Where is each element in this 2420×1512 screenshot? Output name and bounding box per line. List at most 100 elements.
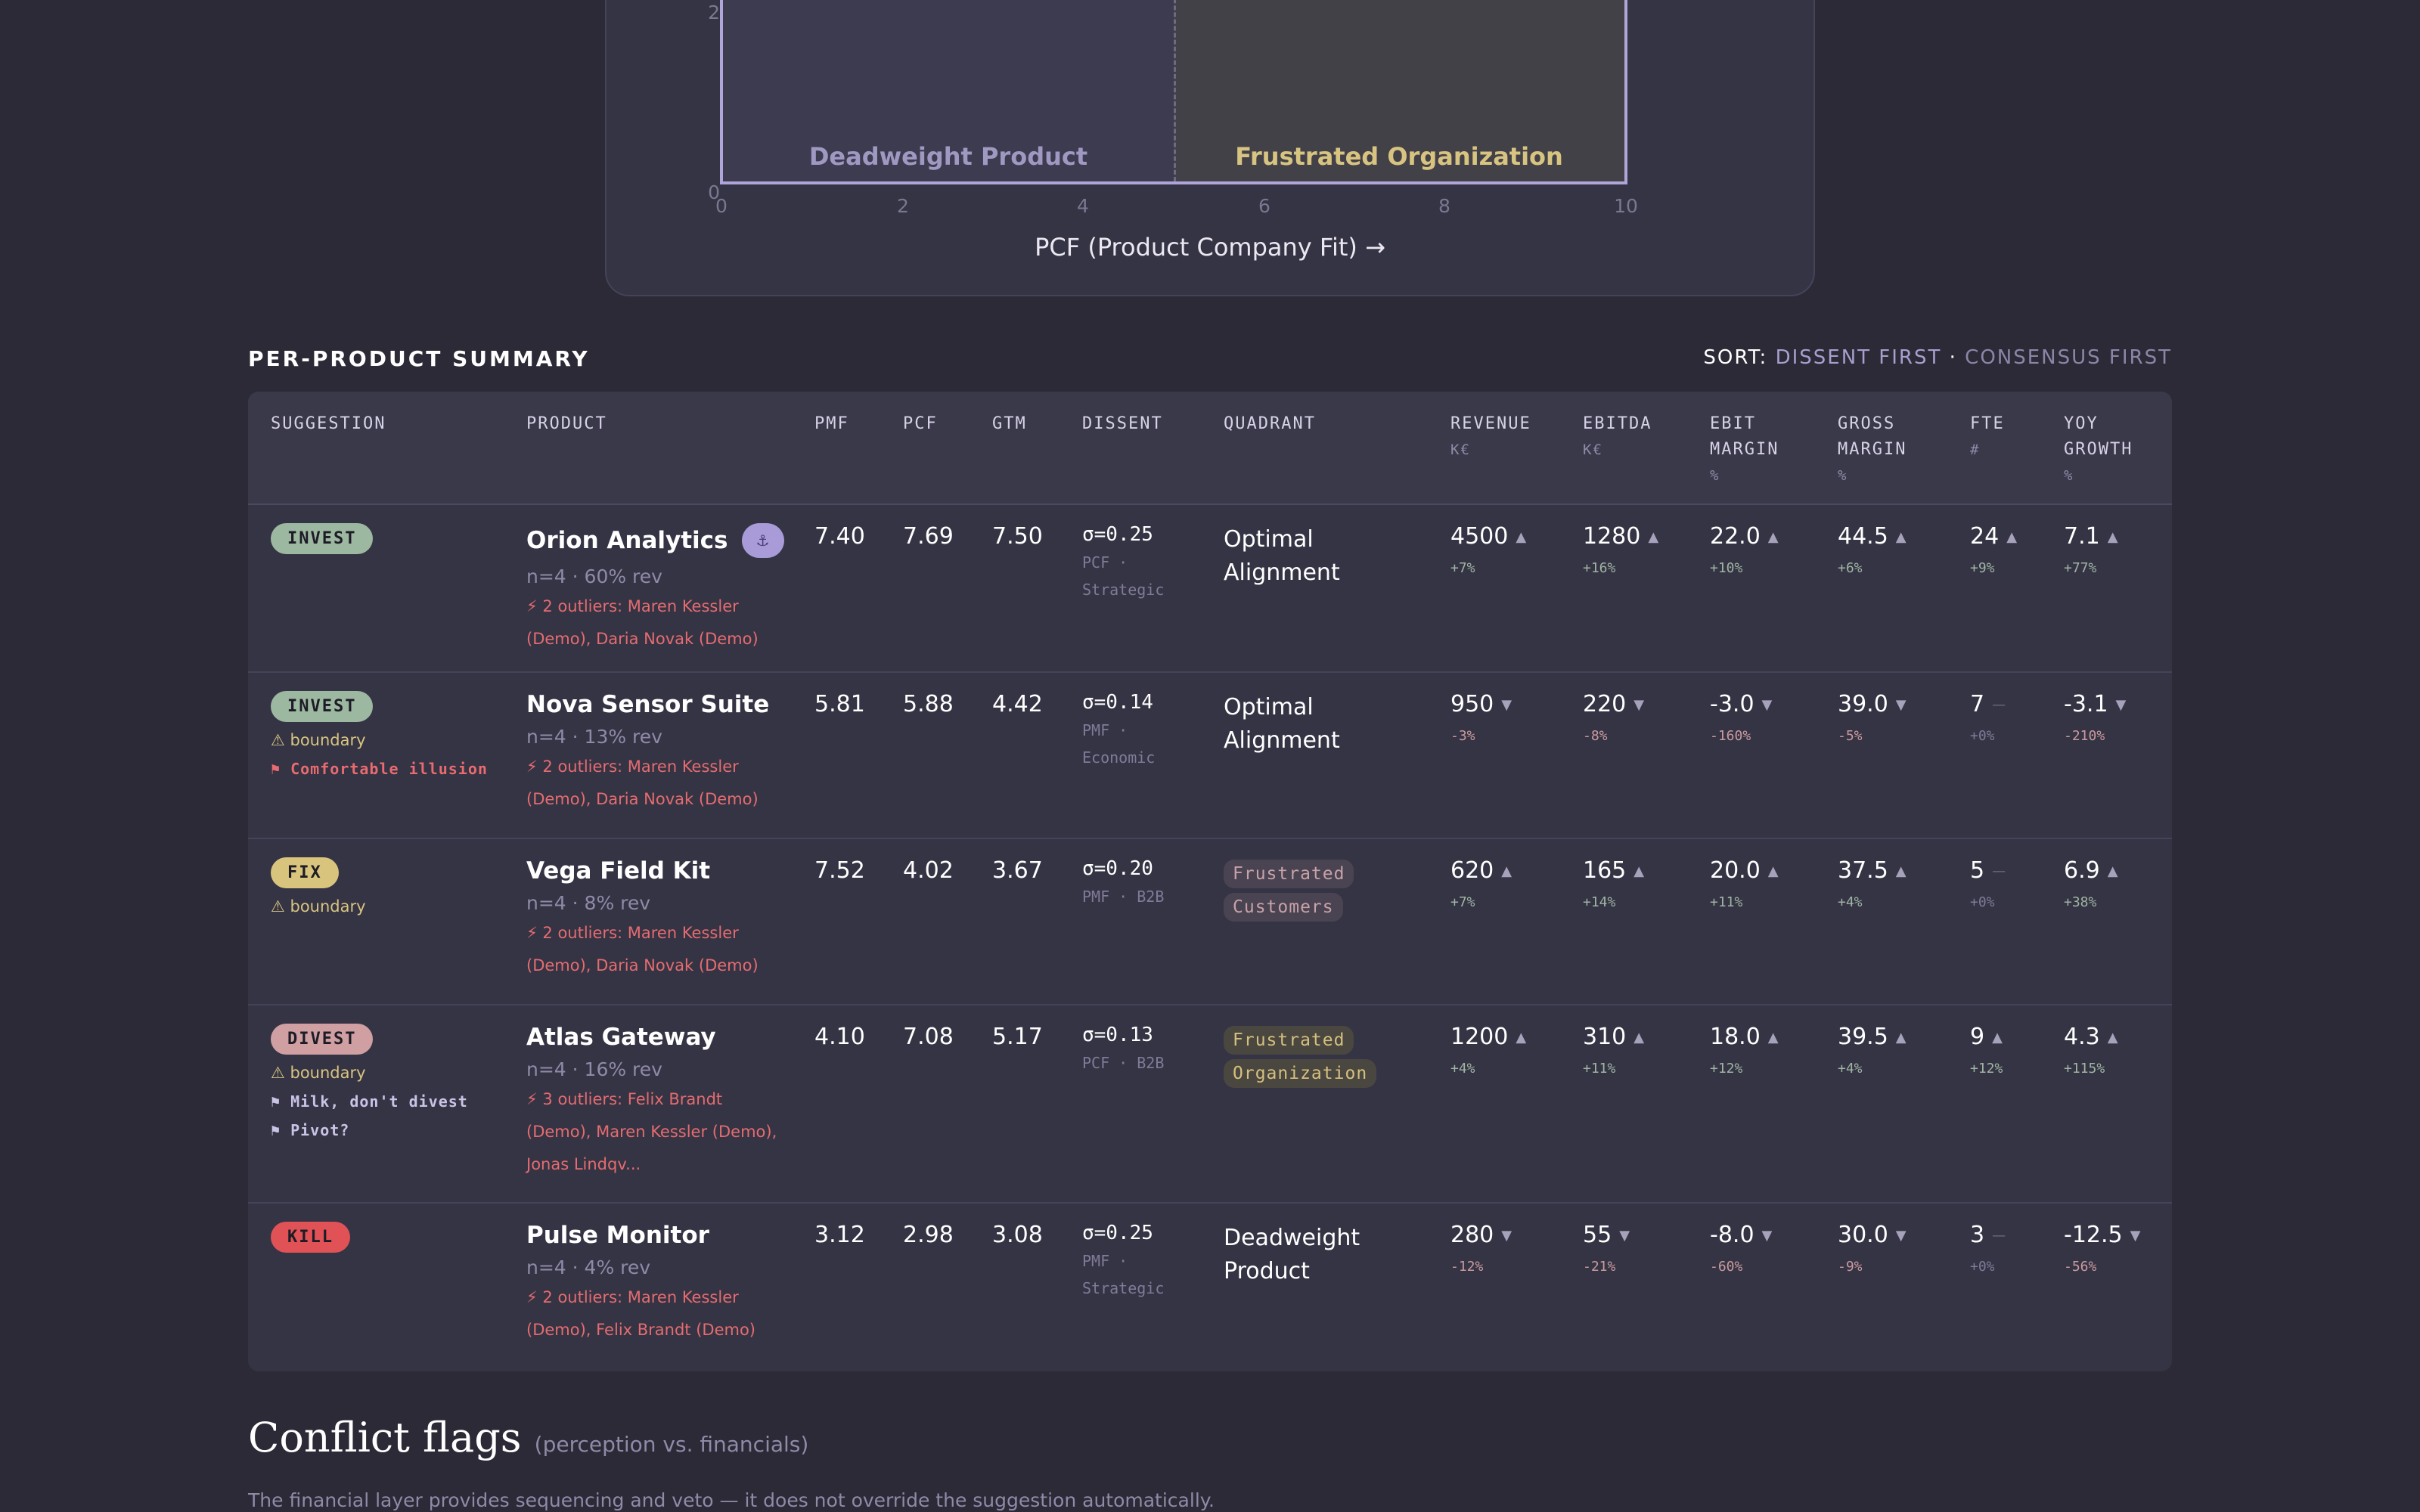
gross-margin-delta: +4%: [1838, 894, 1863, 910]
product-name[interactable]: Pulse Monitor: [526, 1222, 709, 1249]
conflict-flags-subtitle: (perception vs. financials): [534, 1432, 809, 1457]
gross-margin-delta: +4%: [1838, 1061, 1863, 1077]
ebitda-cell: 165 ▲ +14%: [1583, 857, 1644, 910]
col-ebitda[interactable]: EBITDA K€: [1583, 414, 1652, 458]
revenue-value: 620: [1450, 857, 1494, 884]
revenue-cell: 4500 ▲ +7%: [1450, 523, 1526, 576]
ebitda-cell: 1280 ▲ +16%: [1583, 523, 1658, 576]
product-name[interactable]: Nova Sensor Suite: [526, 691, 770, 718]
product-meta: n=4 · 16% rev: [526, 1058, 662, 1080]
suggestion-badge: FIX: [271, 857, 339, 888]
col-fte[interactable]: FTE #: [1970, 414, 2005, 458]
outliers-note[interactable]: ⚡ 2 outliers: Maren Kessler (Demo), Feli…: [526, 1288, 755, 1339]
col-ebit-margin[interactable]: EBIT MARGIN%: [1710, 414, 1779, 484]
col-pcf[interactable]: PCF: [903, 414, 938, 433]
product-meta: n=4 · 8% rev: [526, 892, 651, 914]
trend-down-icon: ▼: [2130, 1228, 2141, 1244]
trend-down-icon: ▼: [1761, 1228, 1773, 1244]
sort-label: SORT:: [1703, 346, 1768, 369]
outliers-note[interactable]: ⚡ 3 outliers: Felix Brandt (Demo), Maren…: [526, 1090, 777, 1173]
fte-cell: 5— +0%: [1970, 857, 2006, 910]
fte-value-line: 5—: [1970, 857, 2006, 884]
table-row: KILL Pulse Monitor n=4 · 4% rev ⚡ 2 outlier…: [248, 1204, 2172, 1371]
yoy-growth-cell: 6.9 ▲ +38%: [2064, 857, 2118, 910]
gross-margin-value: 39.5: [1838, 1024, 1888, 1050]
trend-down-icon: ▼: [1761, 697, 1773, 713]
fte-delta: +9%: [1970, 560, 1995, 576]
boundary-warning: ⚠ boundary: [271, 731, 366, 749]
col-gross-margin[interactable]: GROSS MARGIN%: [1838, 414, 1907, 484]
revenue-value: 950: [1450, 691, 1494, 717]
conflict-flag[interactable]: ⚑ Comfortable illusion: [271, 760, 488, 778]
col-yoy-growth[interactable]: YOY GROWTH%: [2064, 414, 2133, 484]
col-quadrant[interactable]: QUADRANT: [1224, 414, 1316, 433]
col-dissent[interactable]: DISSENT: [1082, 414, 1163, 433]
dissent-cell: σ=0.25 PMF · Strategic: [1082, 1222, 1188, 1302]
col-revenue[interactable]: REVENUE K€: [1450, 414, 1531, 458]
gross-margin-value-line: 37.5 ▲: [1838, 857, 1907, 884]
sort-separator: ·: [1949, 346, 1957, 369]
conflict-flag[interactable]: ⚑ Milk, don't divest: [271, 1092, 468, 1111]
sort-consensus-first-link[interactable]: CONSENSUS FIRST: [1965, 346, 2172, 369]
conflict-flag[interactable]: ⚑ Pivot?: [271, 1121, 350, 1139]
x-tick-6: 6: [1258, 195, 1270, 217]
dissent-cell: σ=0.25 PCF · Strategic: [1082, 523, 1188, 603]
trend-flat-icon: —: [1992, 1228, 2006, 1244]
dissent-cell: σ=0.14 PMF · Economic: [1082, 691, 1188, 771]
revenue-delta: -3%: [1450, 728, 1475, 744]
outliers-note[interactable]: ⚡ 2 outliers: Maren Kessler (Demo), Dari…: [526, 758, 759, 808]
fte-delta: +0%: [1970, 1259, 1995, 1275]
col-suggestion[interactable]: SUGGESTION: [271, 414, 386, 433]
ebit-margin-cell: 20.0 ▲ +11%: [1710, 857, 1779, 910]
gross-margin-delta: -5%: [1838, 728, 1863, 744]
quadrant-cell: Optimal Alignment: [1224, 523, 1405, 590]
table-header: SUGGESTION PRODUCT PMF PCF GTM DISSENT Q…: [248, 392, 2172, 505]
ebit-margin-cell: 22.0 ▲ +10%: [1710, 523, 1779, 576]
revenue-value: 280: [1450, 1222, 1494, 1248]
outliers-note[interactable]: ⚡ 2 outliers: Maren Kessler (Demo), Dari…: [526, 924, 759, 974]
yoy-growth-cell: 4.3 ▲ +115%: [2064, 1024, 2118, 1077]
table-row: INVEST Orion Analytics ⚓ n=4 · 60% rev ⚡ 2 o…: [248, 505, 2172, 673]
quadrant-chip-wrap: Frustrated Organization: [1224, 1024, 1377, 1090]
trend-up-icon: ▲: [1501, 863, 1512, 879]
pmf-score: 3.12: [814, 1222, 865, 1248]
ebitda-value-line: 220 ▼: [1583, 691, 1644, 717]
quadrant-cell: Frustrated Customers: [1224, 857, 1354, 924]
gross-margin-cell: 37.5 ▲ +4%: [1838, 857, 1907, 910]
product-name[interactable]: Vega Field Kit: [526, 857, 711, 885]
ebit-margin-cell: -8.0 ▼ -60%: [1710, 1222, 1772, 1275]
product-cell: Pulse Monitor n=4 · 4% rev ⚡ 2 outliers: M…: [526, 1222, 783, 1346]
col-product[interactable]: PRODUCT: [526, 414, 607, 433]
suggestion-badge: INVEST: [271, 691, 374, 722]
fte-cell: 9 ▲ +12%: [1970, 1024, 2003, 1077]
product-name[interactable]: Atlas Gateway: [526, 1024, 716, 1051]
dissent-cell: σ=0.20 PMF · B2B: [1082, 857, 1188, 910]
col-gtm[interactable]: GTM: [992, 414, 1027, 433]
quadrant-chip: Frustrated Organization: [1224, 1026, 1377, 1088]
ebit-margin-value: 18.0: [1710, 1024, 1761, 1050]
trend-up-icon: ▲: [2107, 529, 2118, 545]
outliers-note[interactable]: ⚡ 2 outliers: Maren Kessler (Demo), Dari…: [526, 597, 759, 648]
product-name[interactable]: Orion Analytics: [526, 527, 728, 554]
gross-margin-cell: 39.0 ▼ -5%: [1838, 691, 1907, 744]
anchor-icon[interactable]: ⚓: [741, 523, 784, 558]
yoy-growth-delta: +115%: [2064, 1061, 2105, 1077]
col-pmf[interactable]: PMF: [814, 414, 849, 433]
fte-value-line: 24 ▲: [1970, 523, 2017, 550]
trend-down-icon: ▼: [1895, 1228, 1907, 1244]
ebit-margin-value: 22.0: [1710, 523, 1761, 550]
product-name-row: Orion Analytics ⚓: [526, 523, 784, 558]
dissent-sigma: σ=0.25: [1082, 523, 1153, 546]
gross-margin-value-line: 39.5 ▲: [1838, 1024, 1907, 1050]
trend-up-icon: ▲: [1648, 529, 1659, 545]
quadrant-cell: Optimal Alignment: [1224, 691, 1405, 758]
sort-dissent-first-link[interactable]: DISSENT FIRST: [1775, 346, 1942, 369]
fte-cell: 24 ▲ +9%: [1970, 523, 2017, 576]
revenue-value: 4500: [1450, 523, 1509, 550]
gross-margin-value: 37.5: [1838, 857, 1888, 884]
suggestion-badge: DIVEST: [271, 1024, 374, 1055]
quadrant-divider: [1174, 0, 1176, 181]
product-meta: n=4 · 60% rev: [526, 565, 662, 587]
gtm-score: 7.50: [992, 523, 1043, 550]
gross-margin-delta: -9%: [1838, 1259, 1863, 1275]
